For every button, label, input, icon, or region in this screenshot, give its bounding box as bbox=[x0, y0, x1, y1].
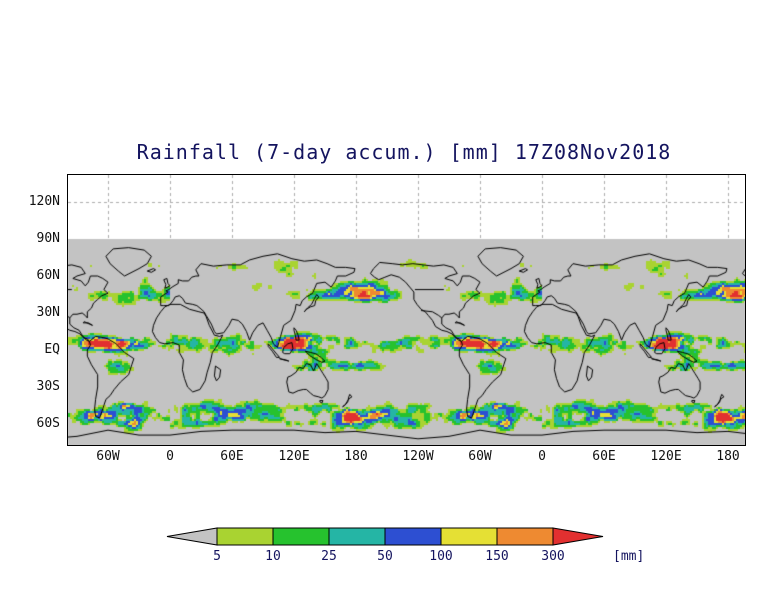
x-tick-label: 0 bbox=[538, 449, 546, 464]
y-tick-label: EQ bbox=[44, 342, 60, 357]
x-tick-label: 120E bbox=[650, 449, 682, 464]
colorbar-segment bbox=[328, 527, 386, 546]
y-tick-label: 90N bbox=[36, 231, 60, 246]
y-tick-label: 60N bbox=[36, 268, 60, 283]
colorbar-threshold-label: 10 bbox=[265, 549, 281, 564]
colorbar-left-arrow bbox=[166, 527, 218, 546]
colorbar-threshold-label: 150 bbox=[485, 549, 508, 564]
x-tick-label: 60E bbox=[220, 449, 244, 464]
colorbar-right-arrow bbox=[552, 527, 604, 546]
colorbar-threshold-label: 25 bbox=[321, 549, 337, 564]
x-tick-label: 120W bbox=[402, 449, 434, 464]
colorbar-segment bbox=[216, 527, 274, 546]
colorbar-segment bbox=[272, 527, 330, 546]
x-tick-label: 60E bbox=[592, 449, 616, 464]
colorbar-segment bbox=[496, 527, 554, 546]
x-tick-label: 0 bbox=[166, 449, 174, 464]
colorbar-segment bbox=[384, 527, 442, 546]
y-tick-label: 60S bbox=[36, 416, 60, 431]
x-tick-label: 60W bbox=[96, 449, 120, 464]
x-tick-label: 60W bbox=[468, 449, 492, 464]
map-plot-frame bbox=[67, 174, 746, 446]
colorbar-segment bbox=[440, 527, 498, 546]
chart-title: Rainfall (7-day accum.) [mm] 17Z08Nov201… bbox=[136, 140, 672, 164]
colorbar-threshold-label: 100 bbox=[429, 549, 452, 564]
x-tick-label: 180 bbox=[344, 449, 368, 464]
x-tick-label: 120E bbox=[278, 449, 310, 464]
colorbar-threshold-label: 50 bbox=[377, 549, 393, 564]
colorbar-threshold-label: 300 bbox=[541, 549, 564, 564]
y-tick-label: 30S bbox=[36, 379, 60, 394]
y-tick-label: 120N bbox=[28, 194, 60, 209]
colorbar-svg: 5 10 25 50 100 150 300 [mm] bbox=[166, 527, 644, 564]
colorbar-threshold-label: 5 bbox=[213, 549, 221, 564]
y-tick-label: 30N bbox=[36, 305, 60, 320]
colorbar-legend: 5 10 25 50 100 150 300 [mm] bbox=[166, 527, 686, 569]
x-tick-label: 180 bbox=[716, 449, 740, 464]
world-rainfall-map bbox=[68, 175, 745, 445]
colorbar-unit-label: [mm] bbox=[613, 549, 644, 564]
